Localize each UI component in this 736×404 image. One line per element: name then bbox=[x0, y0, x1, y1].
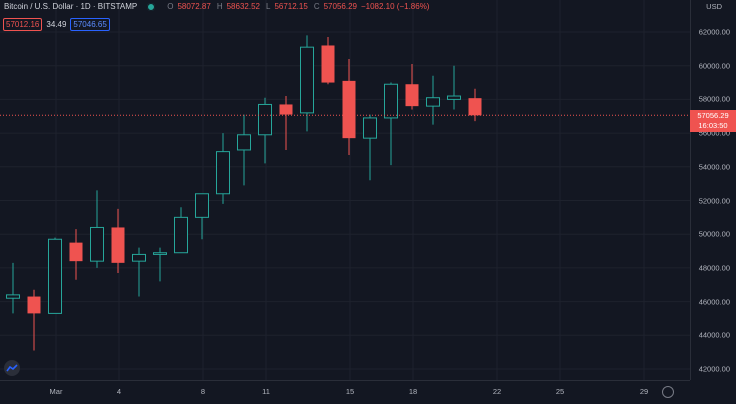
price-axis[interactable]: USD 62000.00 60000.00 58000.00 56000.00 5400… bbox=[690, 0, 736, 380]
price-axis-label: 44000.00 bbox=[698, 330, 730, 340]
price-axis-label: 62000.00 bbox=[698, 27, 730, 37]
close-value: 57056.29 bbox=[323, 2, 357, 11]
tradingview-logo-icon[interactable] bbox=[4, 360, 20, 376]
candle-body bbox=[258, 103, 272, 136]
candle-body bbox=[27, 296, 41, 314]
candle-body bbox=[363, 117, 377, 139]
legend-row: Bitcoin / U.S. Dollar · 1D · BITSTAMP O … bbox=[4, 2, 429, 11]
time-axis[interactable]: Mar 4 8 11 15 18 22 25 29 bbox=[0, 380, 690, 404]
chart-area[interactable]: Bitcoin / U.S. Dollar · 1D · BITSTAMP O … bbox=[0, 0, 690, 380]
time-axis-label: 8 bbox=[200, 387, 206, 396]
time-axis-label: 11 bbox=[262, 387, 270, 396]
price-axis-label: 42000.00 bbox=[698, 364, 730, 374]
high-value: 58632.52 bbox=[226, 2, 260, 11]
time-axis-label: 18 bbox=[408, 387, 418, 396]
high-key: H bbox=[216, 2, 223, 11]
price-axis-label: 60000.00 bbox=[698, 61, 730, 71]
bid-price[interactable]: 57012.16 bbox=[3, 18, 43, 31]
low-key: L bbox=[265, 2, 271, 11]
time-axis-label: Mar bbox=[49, 387, 63, 396]
time-axis-label: 4 bbox=[116, 387, 122, 396]
candle-body bbox=[321, 45, 335, 83]
price-axis-label: 50000.00 bbox=[698, 229, 730, 239]
candle-body bbox=[300, 46, 314, 114]
candle-body bbox=[195, 193, 209, 218]
price-axis-label: 54000.00 bbox=[698, 162, 730, 172]
close-key: C bbox=[313, 2, 320, 11]
candle-body bbox=[237, 134, 251, 151]
bid-ask-row: 57012.16 34.49 57046.65 bbox=[3, 18, 110, 31]
chart-svg[interactable] bbox=[0, 0, 690, 380]
candle-body bbox=[405, 84, 419, 107]
spread-value: 34.49 bbox=[46, 20, 67, 29]
candle-body bbox=[6, 294, 20, 299]
low-value: 56712.15 bbox=[274, 2, 308, 11]
price-axis-label: 56000.00 bbox=[698, 128, 730, 138]
candle-body bbox=[69, 242, 83, 262]
ask-price[interactable]: 57046.65 bbox=[70, 18, 110, 31]
last-price-value: 57056.29 bbox=[697, 111, 729, 121]
time-axis-label: 29 bbox=[639, 387, 649, 396]
price-axis-label: 48000.00 bbox=[698, 263, 730, 273]
candle-body bbox=[279, 104, 293, 115]
candle-body bbox=[174, 216, 188, 254]
countdown-value: 16:03:50 bbox=[698, 121, 728, 131]
change-value: −1082.10 (−1.86%) bbox=[360, 2, 430, 11]
time-axis-label: 25 bbox=[555, 387, 565, 396]
candle-body bbox=[216, 151, 230, 195]
last-price-tag: 57056.29 16:03:50 bbox=[690, 110, 736, 133]
candle-body bbox=[447, 95, 461, 100]
candle-body bbox=[384, 83, 398, 119]
candle-body bbox=[468, 98, 482, 116]
market-status-icon[interactable] bbox=[147, 2, 156, 11]
price-axis-label: 46000.00 bbox=[698, 297, 730, 307]
candle-body bbox=[132, 253, 146, 262]
symbol-label[interactable]: Bitcoin / U.S. Dollar · 1D · BITSTAMP bbox=[4, 2, 138, 11]
candle-body bbox=[153, 252, 167, 255]
candle-body bbox=[426, 97, 440, 107]
open-value: 58072.87 bbox=[177, 2, 211, 11]
open-key: O bbox=[167, 2, 174, 11]
price-axis-label: 58000.00 bbox=[698, 94, 730, 104]
candle-body bbox=[48, 238, 62, 314]
candle-body bbox=[111, 227, 125, 263]
time-axis-label: 15 bbox=[345, 387, 355, 396]
candle-body bbox=[90, 226, 104, 262]
gear-icon[interactable] bbox=[662, 386, 674, 398]
price-axis-label: 52000.00 bbox=[698, 196, 730, 205]
currency-label: USD bbox=[706, 2, 722, 11]
time-axis-label: 22 bbox=[492, 387, 502, 396]
candle-body bbox=[342, 80, 356, 139]
